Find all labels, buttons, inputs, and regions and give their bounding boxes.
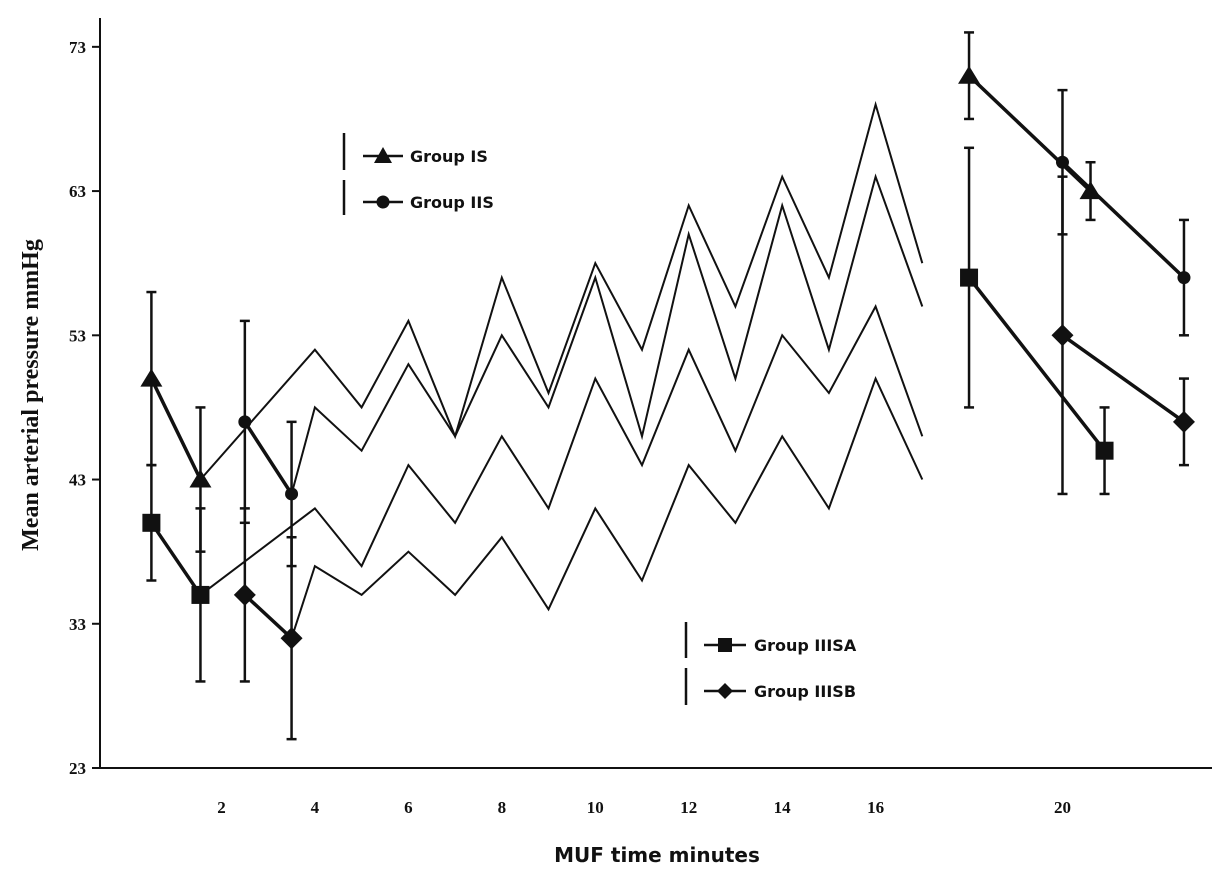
y-tick-label: 43 [69,471,86,490]
x-tick-label: 8 [498,798,507,817]
legend-bottom: Group IIISA Group IIISB [684,622,857,705]
data-point [140,368,163,387]
legend-item-group-iis: Group IIS [342,180,494,215]
legend-label-group-iis: Group IIS [410,193,494,212]
y-tick-label: 63 [69,182,86,201]
legend-label-group-iiisa: Group IIISA [754,636,857,655]
legend-top: Group IS Group IIS [342,133,494,215]
series-segment [1061,333,1185,424]
y-tick-label: 23 [69,759,86,778]
x-tick-label: 6 [404,798,413,817]
data-point [1051,324,1074,347]
series-segment [243,420,294,495]
x-axis-title: MUF time minutes [554,843,760,867]
legend-item-group-iiisa: Group IIISA [684,622,857,658]
x-tick-label: 14 [774,798,792,817]
y-tick-label: 33 [69,615,86,634]
x-tick-label: 4 [311,798,320,817]
data-point [1055,155,1069,169]
series-line [290,173,924,495]
triangle-marker-icon [374,147,392,163]
data-point [960,268,979,287]
series-group-iiisb [233,175,1195,741]
y-ticks: 23 33 43 53 63 73 [69,38,100,778]
series-group-iis [238,88,1191,568]
x-tick-label: 2 [217,798,226,817]
data-point [285,487,299,501]
series-line [199,100,924,481]
y-axis-title: Mean arterial pressure mmHg [18,239,44,551]
data-point [142,513,161,532]
y-tick-label: 53 [69,326,86,345]
series-segment [243,593,293,640]
square-marker-icon [718,638,732,652]
data-point [958,65,981,84]
x-tick-label: 16 [867,798,884,817]
data-point [1172,410,1195,433]
data-point [191,585,210,604]
data-point [280,627,303,650]
series-segment [149,521,202,596]
series-line [199,304,924,596]
circle-marker-icon [376,195,390,209]
axes-layer: 23 33 43 53 63 73 2 4 6 8 10 12 14 16 20 [69,18,1212,817]
series-layer [140,31,1195,741]
y-tick-label: 73 [69,38,86,57]
series-segment [149,377,203,481]
legend-label-group-is: Group IS [410,147,488,166]
x-ticks: 2 4 6 8 10 12 14 16 20 [217,798,1071,817]
legend-item-group-iiisb: Group IIISB [684,668,856,705]
series-segment [1061,160,1186,279]
diamond-marker-icon [717,683,733,699]
series-group-iiisa [142,146,1114,683]
series-line [290,375,924,639]
data-point [1095,441,1114,460]
data-point [238,415,252,429]
series-segment [967,276,1106,452]
data-point [1177,271,1191,285]
series-group-is [140,31,1102,553]
legend-label-group-iiisb: Group IIISB [754,682,856,701]
x-tick-label: 10 [587,798,604,817]
legend-item-group-is: Group IS [342,133,488,170]
data-point [189,469,212,488]
data-point [233,583,256,606]
x-tick-label: 12 [680,798,697,817]
x-tick-label: 20 [1054,798,1071,817]
